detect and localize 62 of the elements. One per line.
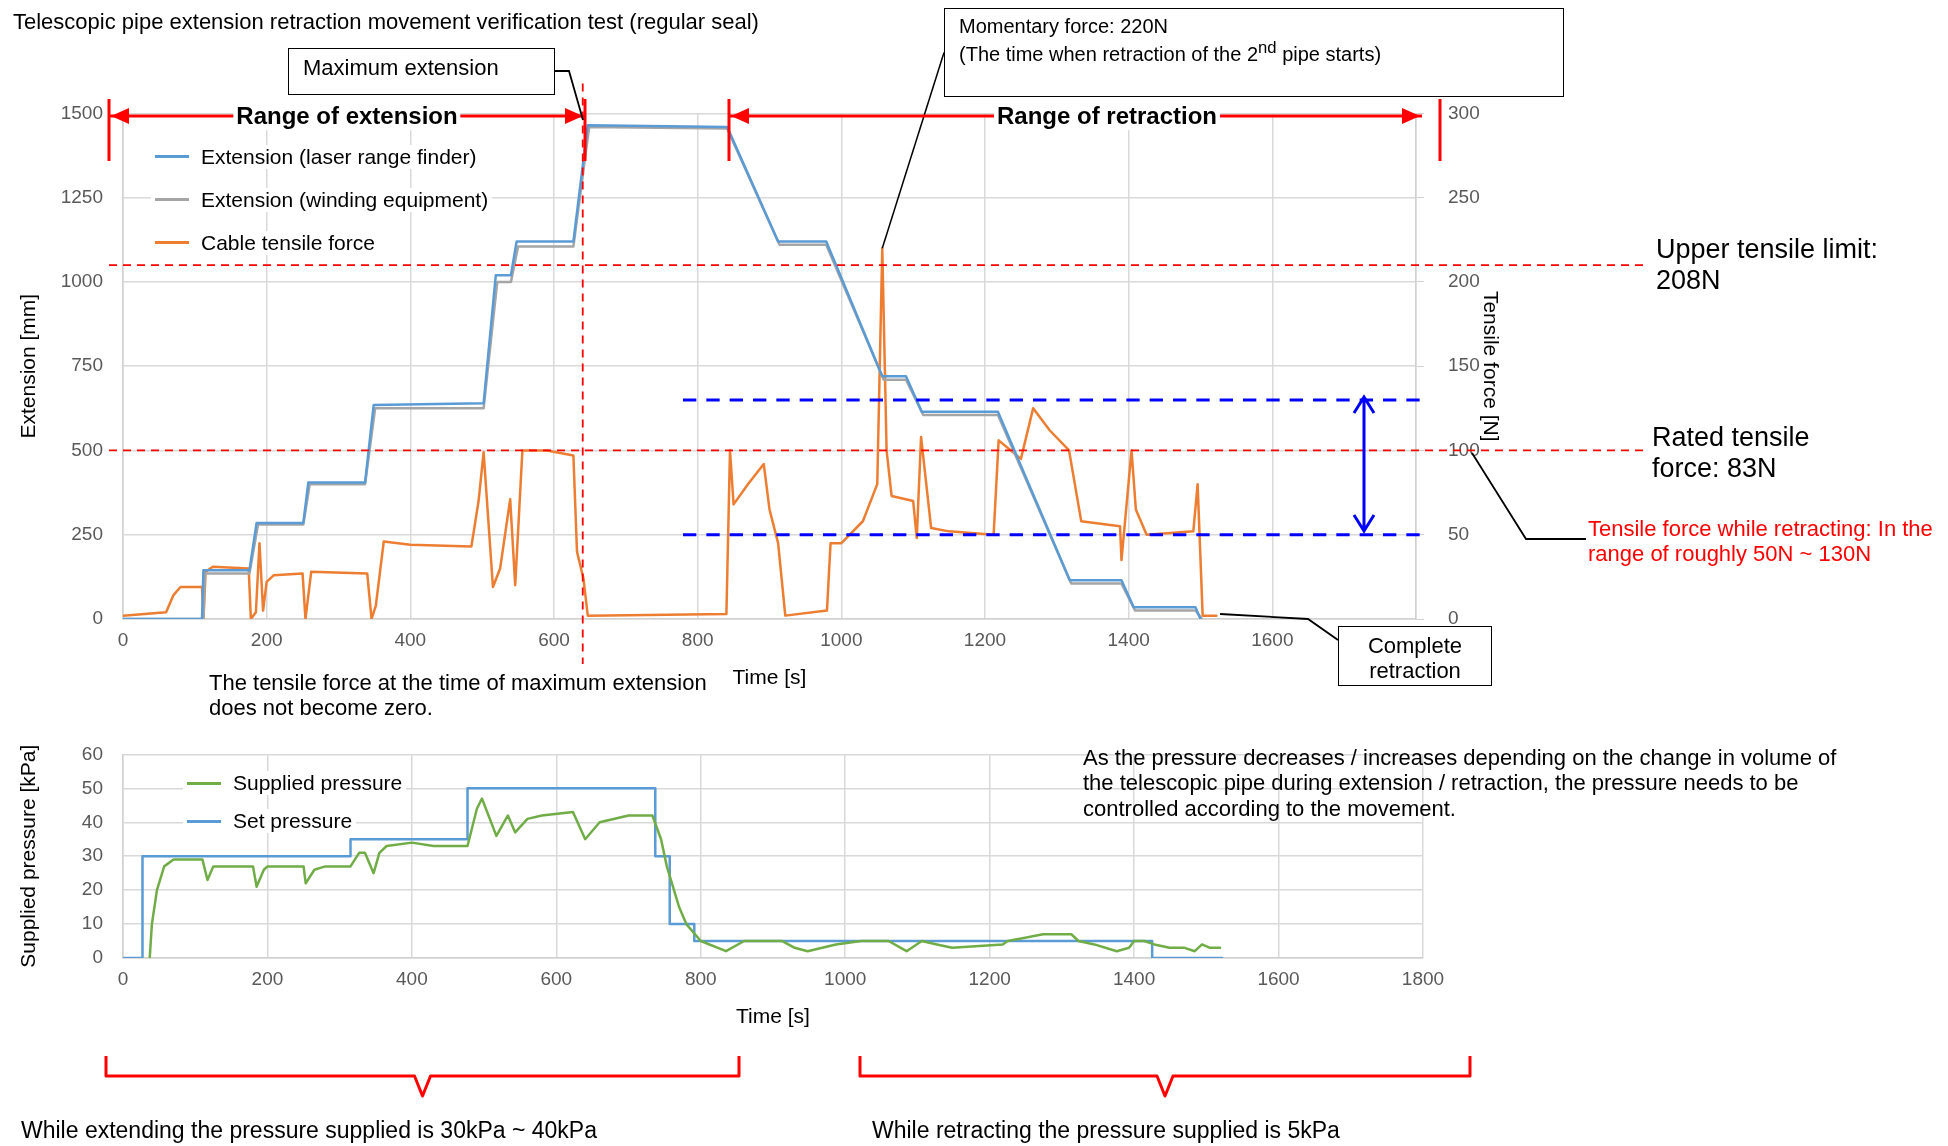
x-tick-label: 1200 bbox=[968, 967, 1011, 989]
text: While retracting the pressure supplied is 5kPa bbox=[872, 1117, 1341, 1144]
annotation: Range of retraction bbox=[993, 102, 1221, 130]
x-tick-label: 1600 bbox=[1251, 628, 1294, 650]
y-tick-label: 50 bbox=[81, 776, 103, 798]
x-tick-label: 0 bbox=[117, 628, 129, 650]
y-tick-label: 1500 bbox=[60, 101, 103, 123]
y-tick-label: 750 bbox=[71, 354, 103, 376]
y2-tick-label: 150 bbox=[1448, 354, 1480, 376]
x-tick-label: 1400 bbox=[1107, 628, 1150, 650]
x-axis-title: Time [s] bbox=[736, 1004, 810, 1028]
y-tick-label: 1000 bbox=[60, 270, 103, 292]
legend-label: Extension (laser range finder) bbox=[201, 144, 477, 169]
legend-label: Extension (winding equipment) bbox=[201, 187, 489, 212]
text: Rated tensile force: 83N bbox=[1652, 422, 1811, 485]
text: While extending the pressure supplied is 30kPa ~ 40kPa bbox=[21, 1117, 598, 1144]
y2-tick-label: 0 bbox=[1448, 607, 1459, 629]
legend-label: Supplied pressure bbox=[233, 771, 403, 796]
x-tick-label: 1800 bbox=[1401, 967, 1445, 989]
x-tick-label: 1400 bbox=[1112, 967, 1156, 989]
x-tick-label: 200 bbox=[250, 628, 283, 650]
y-tick-label: 30 bbox=[81, 844, 103, 866]
y2-tick-label: 200 bbox=[1448, 270, 1480, 292]
y-tick-label: 250 bbox=[71, 522, 103, 544]
annotation: Range of extension bbox=[233, 102, 461, 130]
y-tick-label: 60 bbox=[81, 742, 103, 764]
y2-tick-label: 250 bbox=[1448, 185, 1480, 207]
x-tick-label: 400 bbox=[394, 628, 427, 650]
x-tick-label: 1000 bbox=[820, 628, 863, 650]
text: The tensile force at the time of maximum extension does not become zero. bbox=[209, 670, 708, 721]
y2-axis-title: Tensile force [N] bbox=[1479, 290, 1503, 442]
legend-label: Cable tensile force bbox=[201, 230, 375, 255]
y-tick-label: 20 bbox=[81, 878, 103, 900]
annotation: As the pressure decreases / increases depending on the change in volume of the telescopic pipe during extension / retraction, the pressure needs to be controlled according to the movement. bbox=[1083, 745, 1838, 821]
y-tick-label: 0 bbox=[92, 946, 103, 968]
y-tick-label: 500 bbox=[71, 438, 103, 460]
x-tick-label: 600 bbox=[540, 967, 573, 989]
x-axis-title: Time [s] bbox=[732, 665, 807, 689]
y-axis-title: Supplied pressure [kPa] bbox=[16, 744, 40, 968]
y2-tick-label: 300 bbox=[1448, 101, 1480, 123]
x-tick-label: 800 bbox=[684, 967, 717, 989]
y-tick-label: 10 bbox=[81, 912, 103, 934]
y-axis-title: Extension [mm] bbox=[16, 293, 40, 439]
legend-label: Set pressure bbox=[233, 809, 353, 834]
chart-title: Telescopic pipe extension retraction movement verification test (regular seal) bbox=[13, 9, 759, 35]
y-tick-label: 40 bbox=[81, 810, 103, 832]
x-tick-label: 1600 bbox=[1257, 967, 1300, 989]
text: Maximum extension bbox=[288, 48, 555, 95]
x-tick-label: 800 bbox=[681, 628, 714, 650]
annotation: Momentary force: 220N (The time when retraction of the 2$^{nd}$ pipe starts) bbox=[944, 8, 1564, 97]
y-tick-label: 1250 bbox=[60, 185, 103, 207]
text: Upper tensile limit: 208N bbox=[1656, 234, 1880, 297]
x-tick-label: 200 bbox=[251, 967, 284, 989]
text: Tensile force while retracting: In the range of roughly 50N ~ 130N bbox=[1588, 516, 1933, 567]
x-tick-label: 0 bbox=[117, 967, 129, 989]
x-tick-label: 600 bbox=[538, 628, 570, 650]
x-tick-label: 1200 bbox=[963, 628, 1007, 650]
text: Complete retraction bbox=[1367, 633, 1463, 684]
y-tick-label: 0 bbox=[92, 607, 103, 629]
x-tick-label: 400 bbox=[396, 967, 428, 989]
y2-tick-label: 50 bbox=[1448, 522, 1470, 544]
x-tick-label: 1000 bbox=[824, 967, 867, 989]
